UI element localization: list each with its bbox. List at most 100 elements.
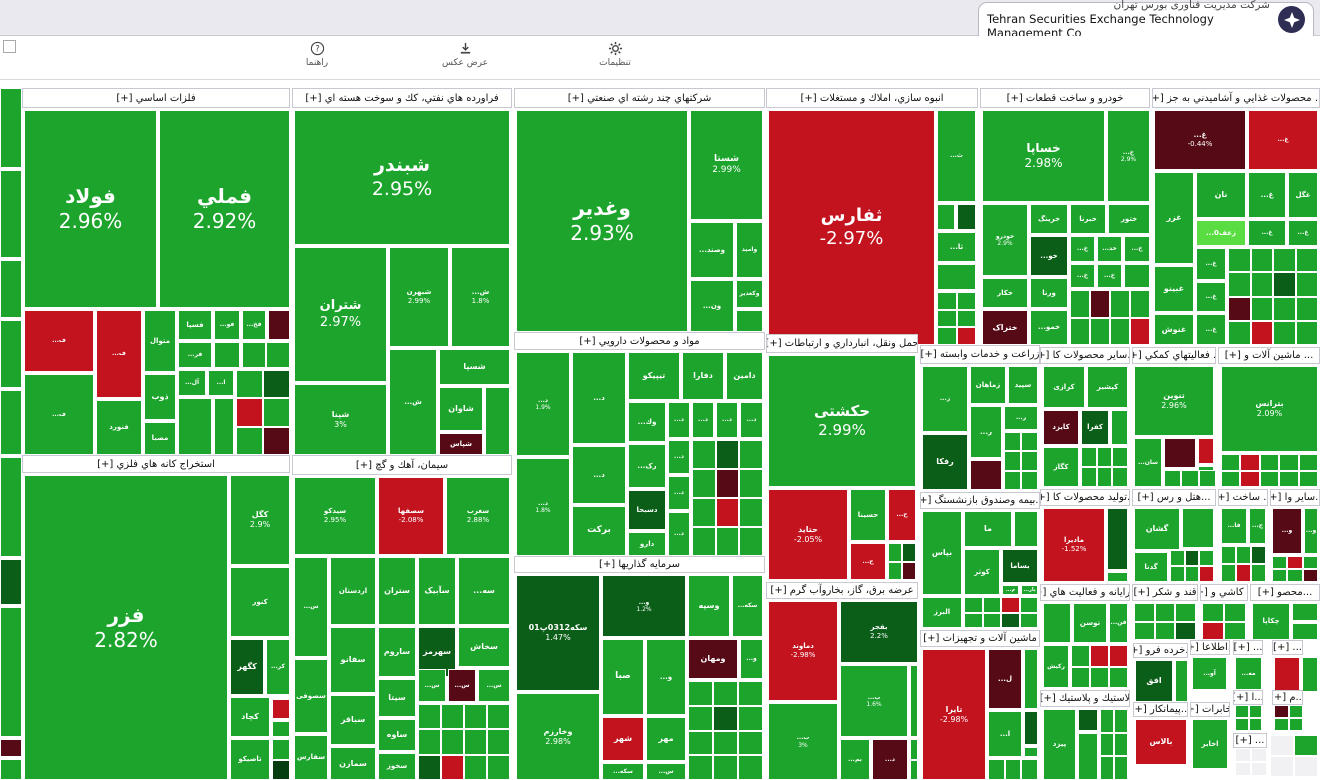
stock-tile[interactable] — [736, 310, 763, 332]
stock-tile[interactable]: فو... — [214, 310, 240, 340]
stock-tile[interactable]: و... — [646, 639, 686, 715]
stock-tile-small[interactable] — [1170, 550, 1185, 566]
stock-tile-small[interactable] — [1202, 621, 1224, 640]
stock-tile[interactable]: غگل — [1288, 172, 1318, 218]
stock-tile[interactable]: س... — [448, 669, 476, 702]
stock-tile[interactable]: ل... — [988, 649, 1022, 709]
stock-tile-small[interactable] — [1184, 566, 1200, 582]
stock-tile-small[interactable] — [715, 440, 740, 469]
stock-tile[interactable] — [1043, 603, 1071, 643]
stock-tile-small[interactable] — [1272, 556, 1288, 569]
stock-tile[interactable]: گشان — [1134, 508, 1180, 550]
stock-tile-small[interactable] — [692, 527, 716, 556]
stock-tile[interactable]: وك... — [628, 402, 666, 442]
stock-tile[interactable]: ثفارس -2.97% — [768, 110, 935, 345]
stock-tile[interactable]: آو... — [1192, 657, 1227, 690]
stock-tile[interactable]: خساپا 2.98% — [982, 110, 1105, 202]
stock-tile[interactable] — [1107, 508, 1128, 570]
stock-tile-small[interactable] — [937, 327, 957, 345]
stock-tile-small[interactable] — [1251, 546, 1266, 564]
stock-tile[interactable]: کفرا — [1081, 410, 1109, 445]
stock-tile-small[interactable] — [1004, 432, 1021, 452]
stock-tile-small[interactable] — [1273, 248, 1296, 273]
stock-tile-small[interactable] — [1071, 645, 1090, 667]
stock-tile-small[interactable] — [1021, 451, 1038, 471]
stock-tile[interactable]: ختراک — [982, 310, 1028, 345]
stock-tile[interactable]: صبا — [602, 639, 644, 715]
sector-header[interactable]: خودرو و ساخت قطعات [+] — [980, 88, 1150, 108]
stock-tile[interactable]: توسن — [1073, 603, 1107, 643]
stock-tile[interactable]: ح... — [888, 489, 916, 541]
stock-tile-small[interactable] — [1295, 272, 1318, 297]
stock-tile[interactable]: ف... — [24, 374, 94, 455]
stock-tile-small[interactable] — [1154, 603, 1176, 622]
stock-tile-small[interactable] — [418, 754, 441, 780]
stock-tile[interactable]: شپنا 3% — [294, 384, 387, 455]
stock-tile[interactable]: سباقر — [330, 695, 376, 745]
stock-tile[interactable]: سخوز — [378, 753, 416, 780]
stock-tile-small[interactable] — [1294, 756, 1318, 777]
sector-header[interactable]: ... محصولات غذايي و آشاميدني به جز [+] — [1152, 88, 1320, 108]
stock-tile[interactable]: دارو — [628, 532, 666, 556]
stock-tile[interactable] — [910, 665, 918, 737]
stock-tile[interactable] — [1292, 623, 1318, 640]
sector-header[interactable]: ...ساير وا [+] — [1270, 489, 1320, 506]
stock-tile[interactable] — [0, 260, 22, 318]
stock-tile[interactable]: و... — [1304, 508, 1318, 554]
stock-tile-small[interactable] — [487, 704, 510, 730]
stock-tile[interactable]: فسپا — [178, 310, 212, 340]
stock-tile[interactable]: تنوین 2.96% — [1134, 366, 1214, 436]
stock-tile[interactable]: و... — [740, 639, 763, 679]
stock-tile[interactable]: دسبحا — [628, 490, 666, 530]
stock-tile[interactable] — [1175, 660, 1188, 702]
stock-tile[interactable]: ثا... — [937, 232, 976, 262]
stock-tile[interactable]: غ... — [1196, 282, 1226, 312]
stock-tile[interactable] — [1111, 410, 1128, 445]
help-button[interactable]: ? راهنما — [282, 41, 352, 68]
stock-tile[interactable] — [214, 398, 234, 455]
stock-tile[interactable]: دامین — [726, 352, 763, 400]
sector-header[interactable]: ...محصو [+] — [1250, 584, 1320, 601]
stock-tile-small[interactable] — [1019, 597, 1038, 613]
stock-tile-small[interactable] — [1279, 470, 1299, 487]
stock-tile[interactable]: کنور — [230, 567, 290, 637]
sector-header[interactable]: سرمايه گذاريها [+] — [514, 556, 765, 573]
sector-header[interactable]: ...بيمه وصندوق بازنشستگ [+] — [920, 492, 1040, 509]
stock-tile-small[interactable] — [1236, 546, 1251, 564]
stock-tile-small[interactable] — [236, 426, 263, 455]
stock-tile-small[interactable] — [1112, 447, 1128, 467]
stock-tile[interactable]: غزر — [1154, 172, 1194, 264]
stock-tile-small[interactable] — [1287, 556, 1303, 569]
stock-tile-small[interactable] — [1130, 290, 1150, 318]
sector-header[interactable]: شركتهاي چند رشته اي صنعتي [+] — [514, 88, 765, 108]
stock-tile-small[interactable] — [1090, 645, 1109, 667]
stock-tile-small[interactable] — [1302, 556, 1318, 569]
stock-tile-small[interactable] — [1114, 709, 1128, 733]
stock-tile[interactable]: ح... — [850, 543, 886, 580]
stock-tile[interactable]: س... — [418, 669, 446, 702]
stock-tile[interactable] — [1292, 603, 1318, 621]
stock-tile[interactable]: فزر 2.82% — [24, 475, 228, 780]
stock-tile-small[interactable] — [441, 729, 464, 755]
stock-tile[interactable]: خ... — [1124, 236, 1150, 262]
stock-tile[interactable]: دماوند -2.98% — [768, 601, 838, 701]
stock-tile-small[interactable] — [1198, 470, 1216, 487]
stock-tile[interactable]: سصفها -2.08% — [378, 477, 444, 555]
stock-tile-small[interactable] — [1004, 470, 1021, 490]
stock-tile-small[interactable] — [738, 705, 763, 731]
stock-tile[interactable] — [0, 88, 22, 168]
stock-tile[interactable]: ب... 1.6% — [840, 665, 908, 737]
sector-header[interactable]: ...پيمانكار [+] — [1133, 702, 1188, 717]
stock-tile-small[interactable] — [1154, 621, 1176, 640]
stock-tile-small[interactable] — [1100, 732, 1114, 757]
sector-header[interactable]: فراورده هاي نفتي، كك و سوخت هسته اي [+] — [292, 88, 512, 108]
sector-header[interactable]: سيمان، آهك و گچ [+] — [292, 455, 512, 475]
stock-tile-small[interactable] — [464, 704, 487, 730]
stock-tile-small[interactable] — [1181, 470, 1199, 487]
stock-tile[interactable] — [1024, 649, 1038, 709]
stock-tile[interactable]: ختور — [1108, 204, 1150, 234]
sector-header[interactable]: لاستيك و پلاستيك [+] — [1040, 690, 1130, 707]
stock-tile[interactable]: اخابر — [1192, 719, 1228, 769]
stock-tile[interactable]: رک... — [628, 444, 666, 488]
stock-tile[interactable]: مهر — [646, 717, 686, 761]
